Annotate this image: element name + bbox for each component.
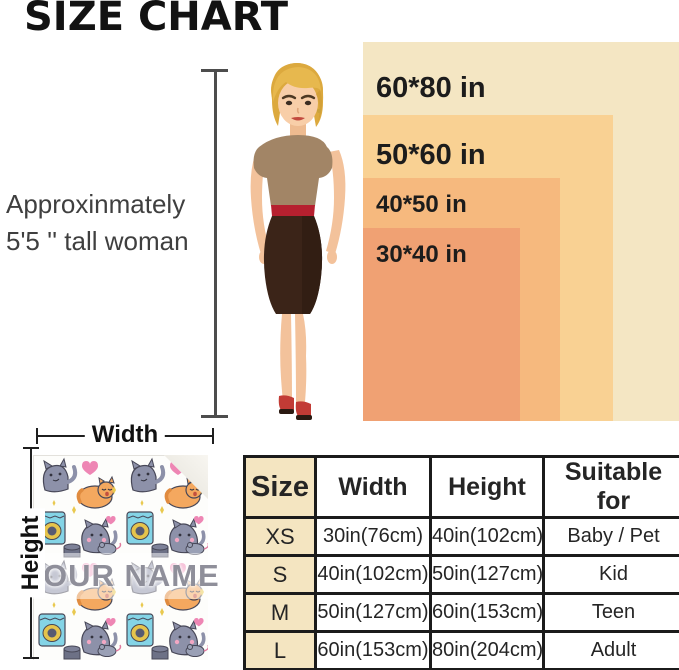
cell-size: L <box>243 630 317 670</box>
width-label: Width <box>84 420 166 449</box>
cell-width: 30in(76cm) <box>314 516 432 557</box>
woman-measure-cap-bottom <box>201 415 228 418</box>
table-row-m: M 50in(127cm) 60in(153cm) Teen <box>243 592 679 633</box>
woman-height-caption: Approxinmately 5'5 '' tall woman <box>6 186 206 260</box>
table-row-s: S 40in(102cm) 50in(127cm) Kid <box>243 554 679 595</box>
header-size: Size <box>243 455 317 519</box>
woman-illustration <box>250 63 346 420</box>
cell-width: 40in(102cm) <box>314 554 432 595</box>
cell-size: M <box>243 592 317 633</box>
table-row-xs: XS 30in(76cm) 40in(102cm) Baby / Pet <box>243 516 679 557</box>
cell-suitable: Teen <box>542 592 679 633</box>
cell-height: 50in(127cm) <box>429 554 545 595</box>
header-suitable-for: Suitable for <box>542 455 679 519</box>
woman-measure-cap-top <box>201 69 228 72</box>
width-measure: Width <box>36 420 214 449</box>
cell-suitable: Baby / Pet <box>542 516 679 557</box>
woman-measure-line <box>214 70 217 418</box>
size-rect-label: 40*50 in <box>376 191 467 218</box>
cell-size: XS <box>243 516 317 557</box>
header-height: Height <box>429 455 545 519</box>
width-measure-tick-right <box>212 428 214 444</box>
caption-line-2: 5'5 '' tall woman <box>6 226 189 256</box>
table-row-l: L 60in(153cm) 80in(204cm) Adult <box>243 630 679 670</box>
size-table: Size Width Height Suitable for XS 30in(7… <box>243 455 679 670</box>
size-rect-label: 30*40 in <box>376 241 467 268</box>
header-width: Width <box>314 455 432 519</box>
caption-line-1: Approxinmately <box>6 189 186 219</box>
size-rect-label: 50*60 in <box>376 139 486 171</box>
cell-suitable: Adult <box>542 630 679 670</box>
height-measure-tick-bottom <box>23 657 39 659</box>
height-label: Height <box>17 508 45 598</box>
cell-width: 60in(153cm) <box>314 630 432 670</box>
personalization-name: YOUR NAME <box>21 553 219 599</box>
table-header-row: Size Width Height Suitable for <box>243 455 679 519</box>
cell-height: 40in(102cm) <box>429 516 545 557</box>
size-rect-30x40: 30*40 in <box>363 228 520 421</box>
cell-height: 80in(204cm) <box>429 630 545 670</box>
height-measure: Height <box>17 447 45 659</box>
blanket-preview: YOUR NAME <box>21 455 219 660</box>
cell-size: S <box>243 554 317 595</box>
width-measure-tick-left <box>36 428 38 444</box>
size-rect-label: 60*80 in <box>376 72 486 104</box>
cell-width: 50in(127cm) <box>314 592 432 633</box>
height-measure-tick-top <box>23 447 39 449</box>
cell-suitable: Kid <box>542 554 679 595</box>
cell-height: 60in(153cm) <box>429 592 545 633</box>
page-title: SIZE CHART <box>24 0 289 40</box>
